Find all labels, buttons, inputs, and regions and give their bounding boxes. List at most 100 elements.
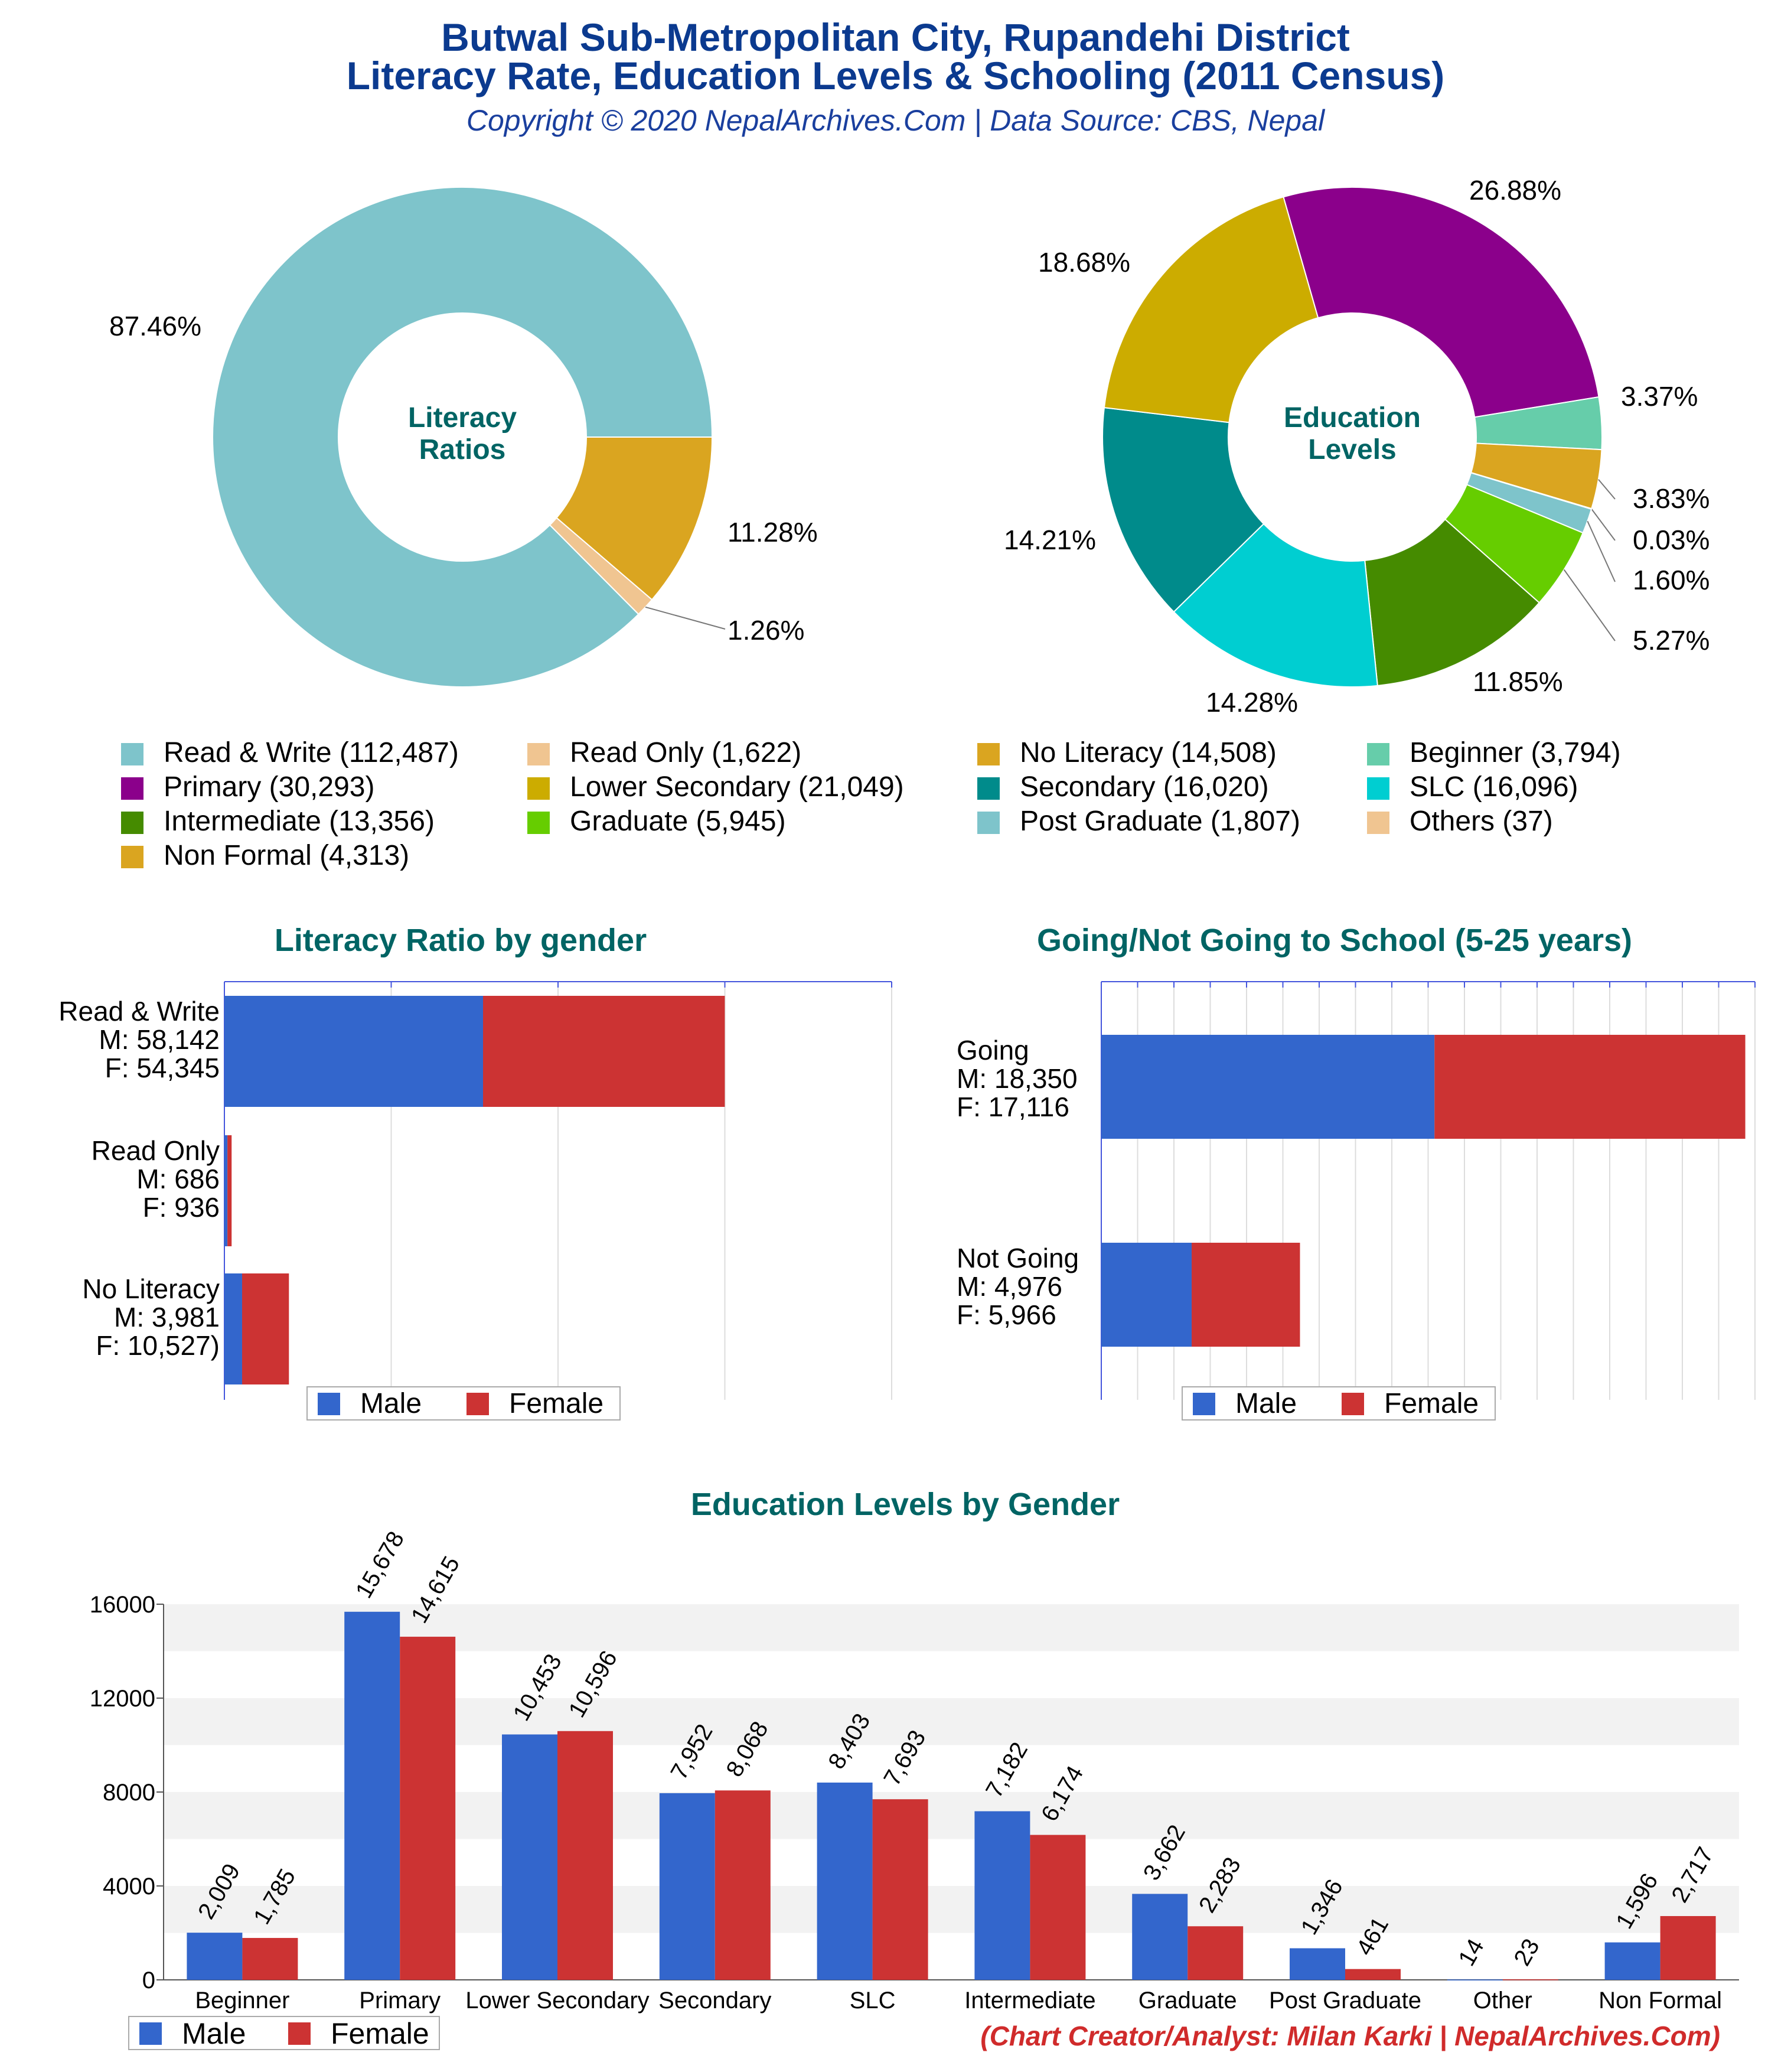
data-label: 15,678 <box>351 1527 409 1602</box>
bar-male-non-formal <box>1604 1942 1660 1980</box>
legend-swatch-post-graduate-1-807 <box>977 812 1000 834</box>
bar-female-primary <box>400 1637 456 1980</box>
school-going-chart: Going/Not Going to School (5-25 years) Go… <box>957 923 1756 1421</box>
bar-male-secondary <box>659 1793 715 1980</box>
category-label: No Literacy <box>82 1273 220 1304</box>
slice-read-write <box>212 187 713 688</box>
category-label: Read & Write <box>58 996 220 1027</box>
y-tick-label: 0 <box>142 1967 155 1993</box>
slice-percent-label: 1.60% <box>1633 565 1710 595</box>
bar-male-no-literacy <box>224 1273 242 1384</box>
category-label: F: 17,116 <box>957 1092 1069 1122</box>
slice-percent-label: 3.83% <box>1633 483 1710 514</box>
bar-male-intermediate <box>974 1811 1030 1980</box>
donut-center-label: Literacy <box>408 402 517 434</box>
legend-label: Read Only (1,622) <box>570 737 801 768</box>
legend-label: Post Graduate (1,807) <box>1020 806 1300 837</box>
category-label: F: 54,345 <box>105 1053 220 1083</box>
leader-line-read-only <box>645 606 726 630</box>
slice-percent-label: 26.88% <box>1469 175 1561 206</box>
legend-box <box>128 2016 440 2050</box>
legend-label-male: Male <box>1235 1388 1297 1419</box>
category-label: F: 936 <box>143 1192 220 1223</box>
category-label: Read Only <box>92 1135 220 1166</box>
bar-female-secondary <box>715 1790 771 1980</box>
y-tick-label: 16000 <box>90 1592 155 1618</box>
slice-percent-label: 14.28% <box>1206 687 1298 718</box>
x-tick-label: Non Formal <box>1598 1988 1722 2014</box>
legend-label: Intermediate (13,356) <box>164 806 435 837</box>
bar-male-read-write <box>224 996 484 1107</box>
category-label: M: 4,976 <box>957 1271 1062 1302</box>
bar-male-other <box>1447 1979 1503 1980</box>
x-tick-label: Secondary <box>658 1988 771 2014</box>
slice-primary <box>1283 187 1600 418</box>
chart-title: Going/Not Going to School (5-25 years) <box>1037 923 1632 958</box>
x-tick-label: Beginner <box>195 1988 289 2014</box>
bar-female-going <box>1434 1035 1746 1139</box>
legend-swatch-no-literacy-14-508 <box>977 743 1000 765</box>
x-tick-label: Post Graduate <box>1269 1988 1421 2014</box>
donut-center-label: Levels <box>1308 434 1396 465</box>
category-label: M: 18,350 <box>957 1063 1078 1094</box>
page-title-line2: Literacy Rate, Education Levels & School… <box>346 54 1445 97</box>
leader-line-graduate <box>1563 569 1616 641</box>
slice-secondary <box>1102 407 1265 613</box>
legend-label: Non Formal (4,313) <box>164 840 409 871</box>
slice-slc <box>1173 523 1378 688</box>
slice-percent-label: 11.85% <box>1473 666 1563 697</box>
category-label: M: 3,981 <box>114 1302 220 1333</box>
slice-no-literacy <box>556 436 713 601</box>
y-tick-label: 8000 <box>103 1780 155 1806</box>
bar-female-no-literacy <box>242 1273 289 1384</box>
bar-female-beginner <box>242 1938 298 1980</box>
category-label: F: 5,966 <box>957 1299 1056 1330</box>
legend-swatch-graduate-5-945 <box>527 812 550 834</box>
slice-percent-label: 5.27% <box>1633 625 1710 656</box>
slice-percent-label: 18.68% <box>1038 247 1130 278</box>
slice-percent-label: 1.26% <box>728 615 804 646</box>
category-label: F: 10,527) <box>96 1330 220 1361</box>
bar-male-graduate <box>1132 1894 1188 1980</box>
y-tick-label: 4000 <box>103 1874 155 1900</box>
x-tick-label: Graduate <box>1138 1988 1237 2014</box>
page-title-line1: Butwal Sub-Metropolitan City, Rupandehi … <box>441 15 1350 59</box>
legend-label: SLC (16,096) <box>1410 771 1578 803</box>
legend-swatch-others-37 <box>1367 812 1389 834</box>
slice-percent-label: 0.03% <box>1633 524 1710 555</box>
slice-intermediate <box>1364 518 1541 686</box>
bar-male-going <box>1101 1035 1435 1139</box>
legend-label-female: Female <box>509 1388 603 1419</box>
legend-swatch-beginner-3-794 <box>1367 743 1389 765</box>
bar-male-primary <box>344 1611 400 1980</box>
donut-center-label: Ratios <box>419 434 506 465</box>
bar-male-beginner <box>187 1933 243 1980</box>
slice-lower-secondary <box>1103 196 1319 423</box>
bar-female-other <box>1502 1979 1558 1980</box>
legend-label-female: Female <box>331 2017 429 2050</box>
legend-label-male: Male <box>360 1388 422 1419</box>
x-tick-label: Intermediate <box>964 1988 1095 2014</box>
slice-percent-label: 87.46% <box>109 311 201 341</box>
education-donut-chart: 26.88% 3.37% 3.83% 0.03% 1.60% 5.27% 11.85% 14.… <box>1004 175 1710 718</box>
legend-box <box>1182 1386 1496 1421</box>
x-tick-label: SLC <box>850 1988 896 2014</box>
legend-label-female: Female <box>1384 1388 1479 1419</box>
category-label: Going <box>957 1035 1029 1066</box>
copyright-subtitle: Copyright © 2020 NepalArchives.Com | Dat… <box>466 104 1325 137</box>
legend-swatch-male <box>318 1393 340 1415</box>
legend-swatch-read-write-112-487 <box>121 743 143 765</box>
legend-swatch-female <box>1342 1393 1364 1415</box>
leader-line-non-formal <box>1598 479 1616 500</box>
legend-label: No Literacy (14,508) <box>1020 737 1277 768</box>
leader-line-others <box>1591 509 1616 541</box>
legend-label: Read & Write (112,487) <box>164 737 459 768</box>
bar-female-slc <box>872 1799 928 1980</box>
legend-swatch-slc-16-096 <box>1367 777 1389 800</box>
category-label: M: 58,142 <box>99 1024 220 1055</box>
legend-label: Lower Secondary (21,049) <box>570 771 904 803</box>
